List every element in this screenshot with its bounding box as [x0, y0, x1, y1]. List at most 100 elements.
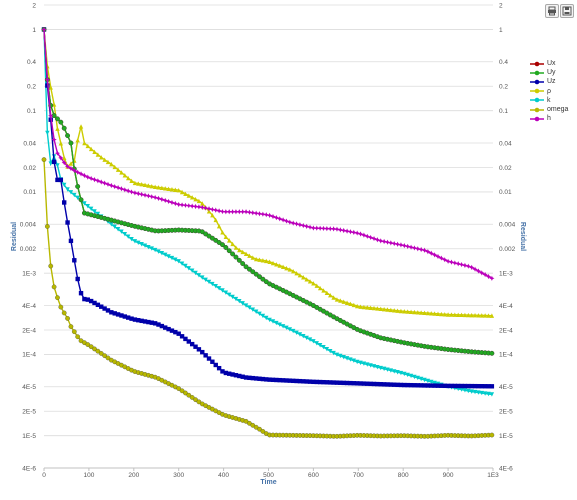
series-k-point: [149, 246, 154, 251]
series-k-point: [429, 379, 434, 385]
series-omega-line: [43, 159, 492, 438]
series-uz-point: [88, 298, 94, 304]
save-button[interactable]: [560, 4, 574, 18]
series-h-point: [51, 137, 57, 143]
series-uy-point: [226, 248, 232, 254]
series-rho-point: [287, 267, 293, 272]
legend-item[interactable]: Uy: [530, 68, 568, 77]
series-uz-point: [398, 382, 404, 388]
series-rho-point: [277, 263, 282, 268]
series-rho-point: [223, 234, 229, 240]
series-omega-point: [45, 224, 50, 229]
series-uz-point: [334, 380, 340, 385]
legend-item[interactable]: Uz: [530, 77, 568, 86]
legend-item[interactable]: omega: [530, 105, 568, 114]
y-tick-label-left: 2: [32, 2, 36, 9]
series-uz-point: [240, 374, 245, 379]
series-rho-point: [95, 152, 101, 157]
legend-item[interactable]: k: [530, 96, 568, 105]
series-uz-point: [220, 369, 225, 374]
series-uz-point: [105, 308, 111, 313]
series-rho-point: [395, 308, 400, 313]
series-uz-point: [129, 316, 134, 321]
series-rho-point: [200, 201, 205, 206]
series-rho-point: [482, 313, 488, 318]
legend-item[interactable]: Ux: [530, 59, 568, 68]
series-uz-point: [274, 377, 279, 383]
series-k-point: [378, 365, 383, 371]
series-h-point: [240, 209, 246, 215]
series-uy-point: [223, 245, 229, 250]
series-uz-point: [338, 380, 343, 385]
series-h-point: [290, 220, 296, 226]
series-k-point: [163, 252, 168, 258]
series-k-point: [264, 315, 269, 321]
series-uz-point: [290, 378, 296, 384]
series-rho-point: [55, 126, 60, 131]
series-uz-point: [72, 258, 77, 263]
y-tick-label-right: 2: [499, 2, 503, 9]
series-omega-point: [183, 390, 188, 396]
series-rho-point: [432, 311, 437, 316]
series-h-point: [263, 212, 269, 218]
series-rho-point: [462, 312, 468, 318]
series-uz-point: [186, 339, 192, 344]
series-uy-point: [199, 229, 205, 235]
series-h-point: [401, 243, 407, 249]
series-rho-point: [82, 140, 87, 146]
series-k-point: [213, 284, 218, 289]
series-uz-point: [264, 377, 269, 382]
legend-item[interactable]: ρ: [530, 87, 568, 96]
series-uz-point: [122, 314, 128, 319]
save-icon: [562, 6, 572, 16]
series-uz-point: [371, 381, 377, 387]
series-k-point: [257, 311, 262, 317]
series-h-point: [287, 219, 293, 225]
legend-label: ρ: [547, 87, 551, 95]
series-k-point: [472, 389, 478, 395]
series-h-point: [479, 270, 485, 276]
series-uz-point: [482, 384, 488, 389]
series-rho-point: [486, 313, 491, 318]
series-rho-point: [408, 309, 414, 315]
series-rho-point: [105, 159, 111, 165]
series-omega-point: [105, 355, 111, 361]
series-rho-point: [472, 313, 478, 318]
series-uy-point: [230, 251, 235, 257]
series-rho-point: [227, 238, 232, 243]
series-uz-point: [253, 376, 259, 381]
series-k-point: [142, 243, 148, 248]
series-h-point: [357, 231, 364, 237]
chart-legend: Ux Uy Uz ρ k omega h: [530, 59, 568, 123]
x-tick-label: 800: [398, 472, 409, 479]
y-tick-label-right: 1: [499, 27, 503, 34]
series-h-point: [428, 250, 434, 256]
legend-item[interactable]: h: [530, 114, 568, 123]
series-uz-point: [432, 383, 437, 388]
series-uz-point: [324, 380, 330, 385]
series-k-point: [385, 367, 390, 372]
series-k-point: [405, 372, 410, 378]
series-h-point: [455, 261, 461, 267]
y-tick-label-right: 2E-4: [499, 327, 513, 334]
series-k-point: [48, 161, 53, 166]
series-k-point: [331, 350, 336, 356]
y-tick-label-right: 0.02: [499, 165, 512, 172]
series-uz-point: [358, 381, 363, 386]
series-k-point: [301, 334, 306, 339]
series-h-point: [149, 194, 155, 200]
series-omega-point: [61, 310, 67, 316]
print-button[interactable]: [545, 4, 559, 18]
series-rho-point: [119, 170, 124, 175]
series-uz-point: [351, 381, 357, 386]
series-rho-point: [317, 285, 323, 291]
series-h-point: [354, 230, 360, 236]
series-rho-point: [149, 183, 154, 189]
series-rho-point: [169, 187, 175, 192]
series-uz-point: [381, 382, 387, 387]
series-rho-point: [348, 301, 353, 307]
series-rho-point: [324, 290, 330, 295]
series-uz-point: [206, 356, 212, 361]
y-tick-label-left: 0.1: [27, 108, 36, 115]
series-rho-point: [314, 283, 319, 288]
